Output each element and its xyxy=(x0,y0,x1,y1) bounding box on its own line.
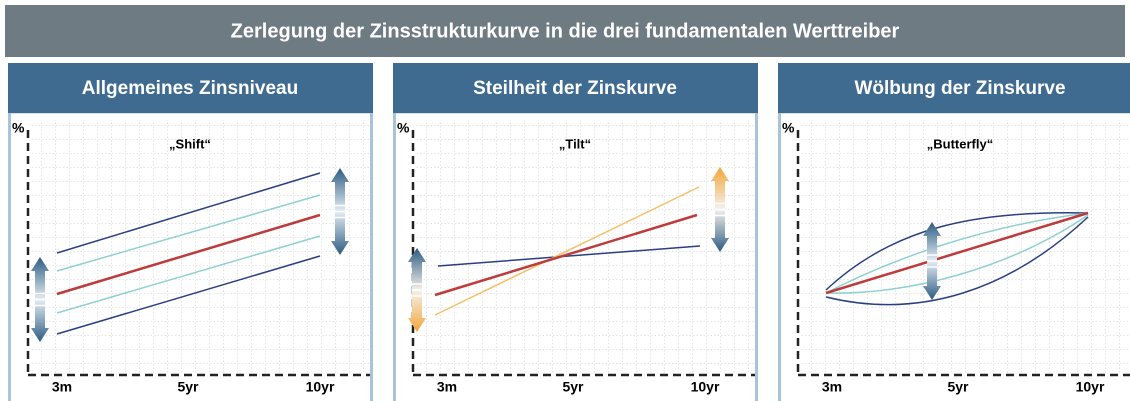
grid xyxy=(30,120,370,373)
panel-title: Allgemeines Zinsniveau xyxy=(82,78,298,99)
panel: Wölbung der Zinskurve% „Butterfly“ 3m 5yr 10… xyxy=(778,63,1130,401)
x-label: 10yr xyxy=(691,379,720,395)
x-label: 3m xyxy=(822,379,842,395)
x-label: 3m xyxy=(52,379,72,395)
header-title: Zerlegung der Zinsstrukturkurve in die d… xyxy=(231,20,900,42)
panel: Allgemeines Zinsniveau% „Shift“ 3m 5yr 10yr xyxy=(8,63,373,401)
curve xyxy=(434,186,700,316)
x-label: 5yr xyxy=(947,379,969,395)
curve xyxy=(825,211,1089,295)
curve xyxy=(56,255,321,335)
y-label: % xyxy=(397,120,410,136)
panel-header xyxy=(778,63,1130,113)
panel-header xyxy=(8,63,373,113)
subtitle: „Tilt“ xyxy=(559,136,591,151)
curve xyxy=(825,216,1089,306)
panel: Steilheit der Zinskurve% „Tilt“ 3m 5yr 10yr xyxy=(393,63,758,401)
subtitle: „Shift“ xyxy=(169,136,211,151)
x-label: 3m xyxy=(437,379,457,395)
curve xyxy=(825,214,1089,294)
curve xyxy=(56,235,321,314)
x-label: 10yr xyxy=(1076,379,1105,395)
curve xyxy=(56,194,321,272)
panel-title: Wölbung der Zinskurve xyxy=(854,78,1065,99)
x-label: 5yr xyxy=(177,379,199,395)
y-label: % xyxy=(12,120,25,136)
grid xyxy=(800,120,1130,373)
curve xyxy=(825,211,1089,291)
x-label: 5yr xyxy=(562,379,584,395)
panel-header xyxy=(393,63,758,113)
header-bar xyxy=(5,5,1125,57)
curve xyxy=(434,213,698,297)
grid xyxy=(415,120,755,373)
curve xyxy=(56,172,321,254)
curve xyxy=(437,245,701,267)
x-label: 10yr xyxy=(306,379,335,395)
curve xyxy=(56,213,321,296)
subtitle: „Butterfly“ xyxy=(927,136,993,151)
y-label: % xyxy=(782,120,795,136)
curve xyxy=(825,212,1089,294)
panel-title: Steilheit der Zinskurve xyxy=(473,78,677,99)
